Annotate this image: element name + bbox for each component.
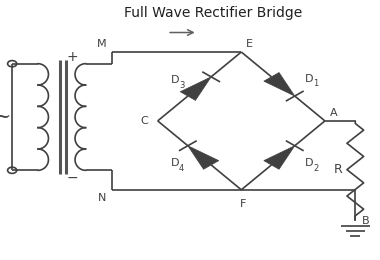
Text: D: D: [305, 158, 313, 168]
Polygon shape: [264, 73, 295, 96]
Text: F: F: [240, 199, 246, 209]
Text: Full Wave Rectifier Bridge: Full Wave Rectifier Bridge: [124, 6, 302, 21]
Text: M: M: [97, 39, 106, 49]
Polygon shape: [264, 146, 295, 169]
Text: D: D: [171, 158, 179, 168]
Text: C: C: [141, 116, 148, 126]
Text: ~: ~: [0, 108, 11, 126]
Text: D: D: [171, 75, 179, 85]
Text: N: N: [98, 193, 106, 203]
Text: +: +: [66, 50, 78, 64]
Text: 1: 1: [313, 79, 318, 88]
Text: 4: 4: [179, 164, 184, 173]
Text: −: −: [66, 171, 78, 185]
Text: B: B: [362, 216, 370, 226]
Text: R: R: [334, 163, 343, 176]
Polygon shape: [188, 146, 219, 169]
Text: 2: 2: [313, 164, 318, 173]
Text: E: E: [246, 39, 253, 49]
Text: A: A: [329, 108, 337, 118]
Text: D: D: [305, 74, 313, 84]
Polygon shape: [180, 77, 211, 100]
Text: 3: 3: [179, 81, 184, 90]
